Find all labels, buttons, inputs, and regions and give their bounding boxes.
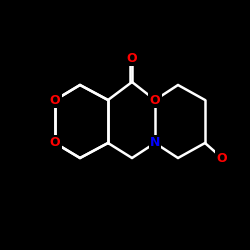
Text: O: O — [50, 94, 60, 106]
Text: O: O — [150, 94, 160, 106]
Text: O: O — [50, 136, 60, 149]
Text: O: O — [217, 152, 227, 164]
Text: O: O — [127, 52, 137, 64]
Text: N: N — [150, 136, 160, 149]
